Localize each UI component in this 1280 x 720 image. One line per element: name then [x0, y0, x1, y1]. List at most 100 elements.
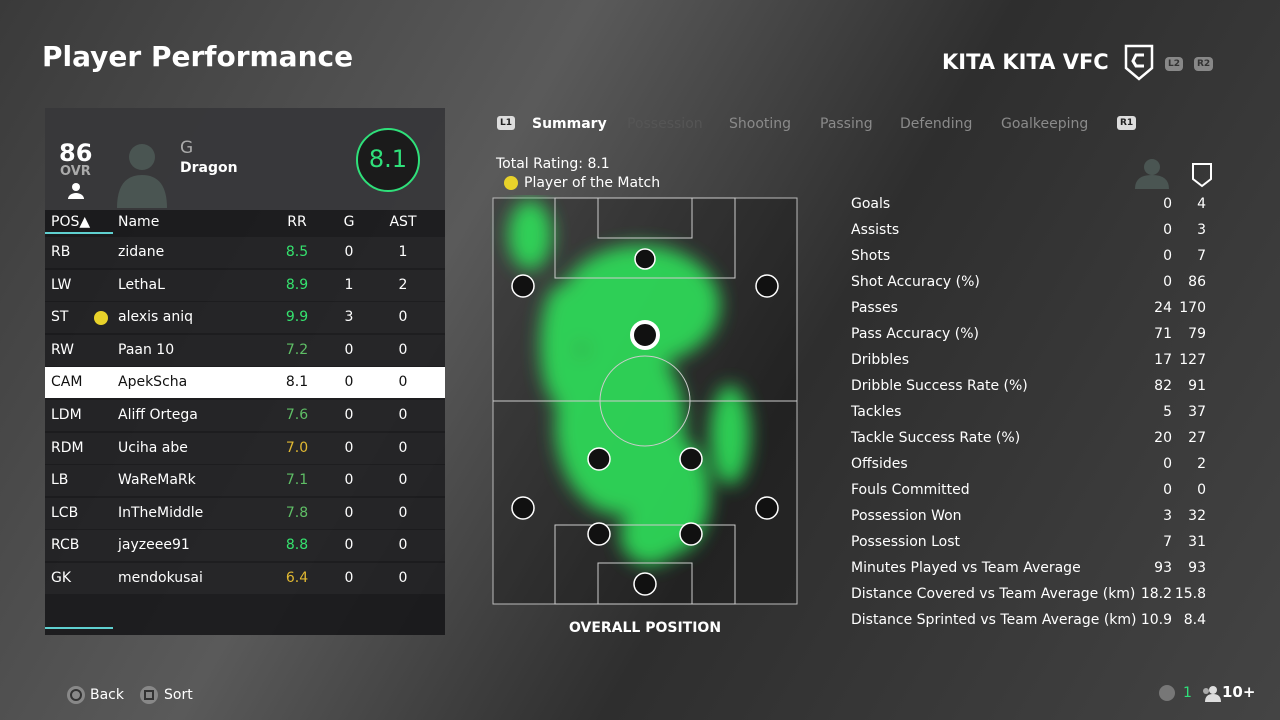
- stat-label: Tackle Success Rate (%): [851, 430, 1021, 446]
- tab[interactable]: Defending: [900, 116, 973, 132]
- player-column-icon: [1135, 159, 1169, 189]
- square-button[interactable]: [139, 685, 159, 705]
- assists: 0: [398, 439, 408, 456]
- stat-label: Shots: [851, 248, 891, 264]
- tab[interactable]: Shooting: [729, 116, 792, 132]
- award: Player of the Match: [524, 175, 661, 191]
- sort-indicator: [45, 232, 113, 234]
- name: LethaL: [118, 276, 165, 293]
- row[interactable]: [45, 465, 445, 497]
- team-column-icon: [1192, 163, 1212, 188]
- players-icon: [1203, 686, 1221, 702]
- goals: 0: [344, 537, 354, 554]
- pos: CAM: [51, 374, 83, 391]
- player-stat: 0: [1163, 248, 1172, 264]
- row[interactable]: [45, 530, 445, 562]
- r2-button[interactable]: R2: [1194, 57, 1214, 71]
- player-position: G: [180, 138, 194, 158]
- row[interactable]: [45, 237, 445, 268]
- stat-label: Shot Accuracy (%): [851, 274, 980, 290]
- circle-button[interactable]: [66, 685, 86, 705]
- pos: RB: [51, 244, 71, 260]
- stat-label: Goals: [851, 196, 891, 212]
- goals: 0: [344, 439, 354, 456]
- goals: 0: [344, 341, 354, 358]
- player-stat: 71: [1154, 326, 1172, 342]
- name: Aliff Ortega: [118, 407, 198, 423]
- rating: 7.2: [285, 341, 309, 358]
- tab[interactable]: Goalkeeping: [1001, 116, 1089, 132]
- rating: 8.1: [285, 374, 309, 391]
- team-stat: 7: [1197, 248, 1206, 264]
- player-stat: 5: [1163, 404, 1172, 420]
- name: ApekScha: [118, 374, 188, 391]
- row[interactable]: [45, 334, 445, 366]
- assists: 0: [398, 537, 408, 554]
- team-stat: 79: [1188, 326, 1206, 342]
- team-stat: 8.4: [1183, 612, 1206, 628]
- player-stat: 20: [1154, 430, 1172, 446]
- shoulder-button[interactable]: L1: [497, 116, 515, 130]
- assists: 0: [398, 570, 408, 586]
- selected-row[interactable]: [45, 367, 445, 399]
- user-icon: [68, 183, 84, 199]
- sort-label[interactable]: Sort: [164, 687, 193, 703]
- goals: 0: [344, 504, 354, 521]
- player-stat: 7: [1163, 534, 1172, 550]
- assists: 0: [398, 341, 408, 358]
- player-stat: 10.9: [1140, 612, 1172, 628]
- name: WaReMaRk: [118, 472, 196, 489]
- ovr-value: 86: [59, 139, 93, 167]
- team-stat: 91: [1188, 378, 1206, 394]
- stat-label: Assists: [851, 222, 900, 238]
- team-stat: 31: [1188, 534, 1206, 550]
- name: mendokusai: [118, 570, 203, 586]
- column-header: RR: [287, 214, 307, 230]
- rating: 7.8: [285, 504, 309, 521]
- goals: 1: [344, 276, 354, 293]
- back-label[interactable]: Back: [90, 687, 124, 703]
- speaker-icon: [1159, 685, 1175, 701]
- row[interactable]: [45, 432, 445, 464]
- tab[interactable]: Possession: [627, 116, 703, 132]
- assists: 2: [398, 276, 408, 293]
- l2-button[interactable]: L2: [1165, 57, 1183, 71]
- row[interactable]: [45, 302, 445, 334]
- team-stat: 4: [1197, 196, 1206, 212]
- shoulder-button[interactable]: R1: [1117, 116, 1137, 130]
- stat-label: Minutes Played vs Team Average: [851, 560, 1081, 576]
- row[interactable]: [45, 497, 445, 529]
- rating: 8.9: [285, 276, 309, 293]
- goals: 3: [344, 309, 354, 326]
- name: Uciha abe: [118, 439, 188, 456]
- tab[interactable]: Summary: [532, 116, 607, 132]
- stat-label: Possession Lost: [851, 534, 960, 550]
- stat-label: Pass Accuracy (%): [851, 326, 980, 342]
- team-stat: 86: [1188, 274, 1206, 290]
- ovr-label: OVR: [60, 164, 91, 179]
- rating-ring: [356, 128, 420, 192]
- stat-label: Distance Covered vs Team Average (km): [851, 586, 1136, 602]
- player-avatar: [117, 144, 167, 208]
- player-stat: 0: [1163, 482, 1172, 498]
- motm-icon: [504, 176, 518, 190]
- column-header: AST: [389, 214, 417, 230]
- heatmap: [492, 197, 798, 605]
- row[interactable]: [45, 400, 445, 431]
- team-stat: 3: [1197, 222, 1206, 238]
- player-stat: 82: [1154, 378, 1172, 394]
- row[interactable]: [45, 269, 445, 301]
- motm-badge: [94, 311, 108, 326]
- rating: 9.9: [285, 309, 309, 326]
- pos: LCB: [51, 504, 79, 521]
- row[interactable]: [45, 563, 445, 594]
- club-crest: [1124, 44, 1154, 81]
- player-stat: 0: [1163, 456, 1172, 472]
- stat-label: Possession Won: [851, 508, 962, 524]
- tab[interactable]: Passing: [820, 116, 873, 132]
- player-stat: 3: [1163, 508, 1172, 524]
- goals: 0: [344, 472, 354, 489]
- stat-label: Dribbles: [851, 352, 909, 368]
- pos: LDM: [51, 407, 82, 423]
- goals: 0: [344, 570, 354, 586]
